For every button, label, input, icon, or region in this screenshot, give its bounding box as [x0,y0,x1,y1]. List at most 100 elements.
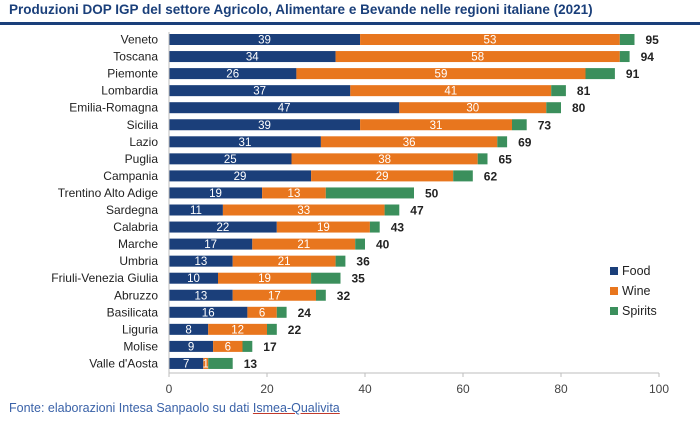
legend-label-wine: Wine [622,284,651,298]
total-label: 62 [484,169,498,183]
bar-segment-food [169,204,223,216]
bar-segment-spirits [208,357,233,369]
bar-segment-wine [311,170,454,182]
bar-segment-wine [252,238,356,250]
bar-segment-food [169,323,209,335]
category-label: Friuli-Venezia Giulia [51,271,158,285]
x-tick-label: 60 [456,382,470,396]
segment-label-food: 37 [253,86,266,98]
segment-label-wine: 6 [259,307,265,319]
bar-segment-spirits [453,170,473,182]
total-label: 94 [641,50,655,64]
total-label: 32 [337,289,351,303]
segment-label-wine: 53 [484,35,497,47]
segment-label-wine: 17 [268,290,281,302]
segment-label-food: 47 [278,103,291,115]
segment-label-food: 19 [209,188,222,200]
category-label: Liguria [122,322,158,336]
segment-label-food: 9 [188,341,194,353]
bar-segment-spirits [316,289,326,301]
bar-segment-spirits [311,272,341,284]
x-tick-label: 40 [358,382,372,396]
x-tick-label: 100 [649,382,669,396]
category-label: Trentino Alto Adige [58,186,159,200]
bar-segment-food [169,85,351,97]
bar-segment-food [169,136,321,148]
bar-segment-spirits [477,153,488,165]
bar-segment-spirits [325,187,414,199]
total-label: 69 [518,135,532,149]
category-label: Campania [103,169,158,183]
bar-segment-food [169,272,218,284]
bar-segment-food [169,340,214,352]
bar-segment-food [169,68,297,80]
legend-swatch-wine [610,287,618,295]
total-label: 36 [356,255,370,269]
category-label: Piemonte [107,67,158,81]
bar-segment-food [169,102,400,114]
x-tick-label: 0 [166,382,173,396]
category-label: Sicilia [127,118,159,132]
bar-segment-wine [232,289,316,301]
bar-segment-food [169,170,312,182]
category-label: Veneto [121,33,159,47]
bar-segment-wine [360,119,512,131]
segment-label-wine: 21 [278,256,291,268]
segment-label-wine: 38 [378,154,391,166]
legend-label-food: Food [622,264,651,278]
bar-segment-wine [320,136,498,148]
segment-label-wine: 29 [376,171,389,183]
bar-segment-food [169,221,277,233]
bar-segment-wine [399,102,547,114]
category-label: Emilia-Romagna [69,101,158,115]
segment-label-wine: 41 [444,86,457,98]
segment-label-wine: 58 [471,52,484,64]
segment-label-wine: 19 [317,222,330,234]
bar-segment-wine [276,221,370,233]
category-label: Umbria [119,254,158,268]
category-label: Marche [118,237,158,251]
segment-label-wine: 31 [430,120,443,132]
bar-segment-food [169,289,233,301]
segment-label-wine: 13 [288,188,301,200]
segment-label-food: 34 [246,52,259,64]
legend-label-spirits: Spirits [622,304,657,318]
segment-label-wine: 1 [203,358,209,370]
segment-label-food: 13 [194,256,207,268]
segment-label-food: 31 [239,137,252,149]
source-link[interactable]: Ismea-Qualivita [252,401,340,415]
bar-segment-spirits [384,204,400,216]
total-label: 91 [626,67,640,81]
total-label: 81 [577,84,591,98]
segment-label-food: 10 [187,273,200,285]
segment-label-food: 39 [258,35,271,47]
bar-segment-spirits [551,85,566,97]
segment-label-wine: 21 [297,239,310,251]
bar-segment-wine [350,85,552,97]
segment-label-food: 26 [226,69,239,81]
category-label: Molise [123,339,158,353]
bar-segment-wine [208,323,267,335]
bar-segment-wine [262,187,326,199]
segment-label-wine: 33 [297,205,310,217]
category-label: Abruzzo [114,288,158,302]
bar-segment-wine [213,340,243,352]
segment-label-food: 11 [190,205,202,217]
segment-label-food: 29 [234,171,247,183]
bar-segment-spirits [546,102,561,114]
bar-segment-food [169,306,248,318]
category-label: Toscana [113,50,158,64]
total-label: 47 [410,204,424,218]
bar-segment-food [169,34,361,45]
bar-segment-food [169,255,233,267]
bar-segment-spirits [355,238,365,250]
x-tick-label: 80 [554,382,568,396]
bar-segment-wine [218,272,312,284]
category-label: Basilicata [107,305,159,319]
segment-label-food: 22 [217,222,230,234]
total-label: 80 [572,101,586,115]
bar-segment-food [169,238,253,250]
segment-label-food: 17 [204,239,217,251]
total-label: 50 [425,186,439,200]
bar-segment-spirits [619,51,630,63]
